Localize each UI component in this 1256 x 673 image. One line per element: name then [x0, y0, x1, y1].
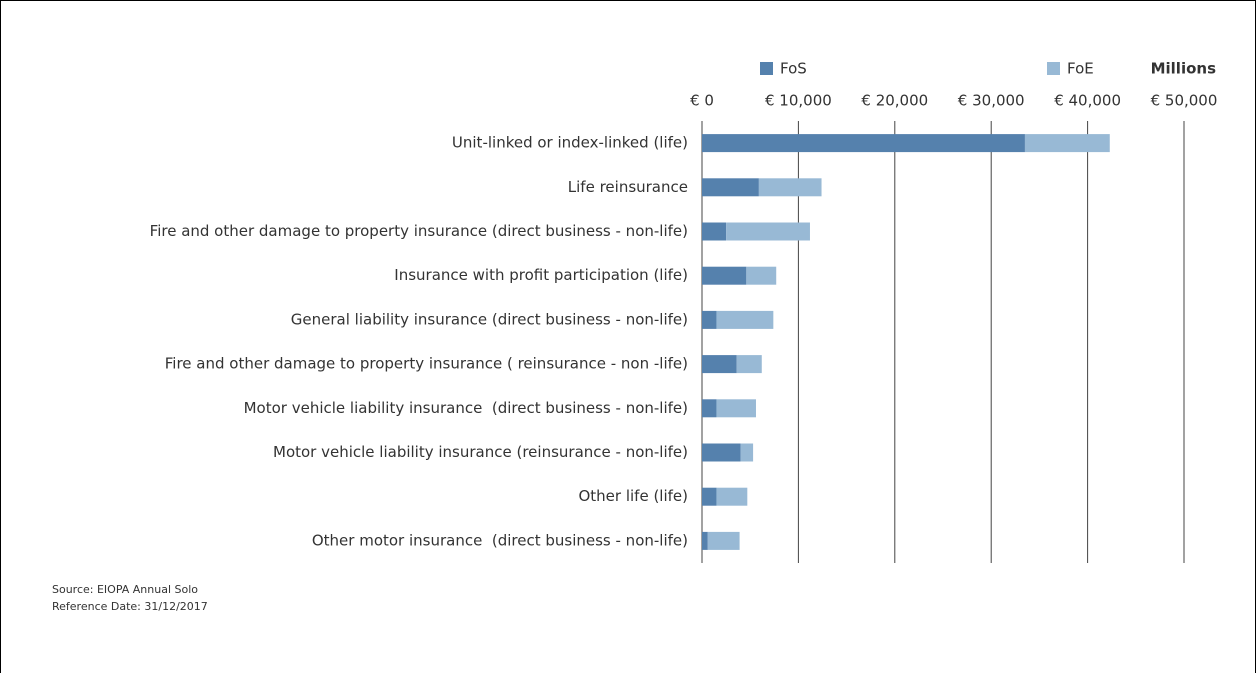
- y-tick-label: Insurance with profit participation (lif…: [394, 266, 688, 284]
- bar: [740, 443, 754, 462]
- bar: [1024, 134, 1110, 153]
- y-tick-label: Other life (life): [578, 487, 688, 505]
- bar: [702, 134, 1025, 153]
- legend-label: FoE: [1067, 60, 1094, 78]
- bar: [702, 222, 727, 241]
- x-tick-label: € 30,000: [958, 92, 1025, 110]
- bar: [746, 266, 777, 285]
- bar: [707, 531, 740, 550]
- x-tick-label: € 50,000: [1151, 92, 1218, 110]
- bar: [702, 355, 737, 374]
- y-tick-label: Motor vehicle liability insurance (reins…: [273, 443, 688, 461]
- y-tick-label: Life reinsurance: [568, 178, 688, 196]
- bar: [716, 487, 748, 506]
- bar: [702, 178, 759, 197]
- x-tick-label: € 0: [690, 92, 714, 110]
- x-tick-label: € 10,000: [765, 92, 832, 110]
- bar: [702, 310, 717, 329]
- legend-swatch: [760, 62, 773, 75]
- bar: [702, 399, 717, 418]
- y-tick-label: Fire and other damage to property insura…: [165, 355, 688, 373]
- y-tick-label: Other motor insurance (direct business -…: [312, 531, 688, 549]
- bar: [702, 266, 747, 285]
- bar: [716, 399, 756, 418]
- note: Source: EIOPA Annual Solo: [52, 583, 198, 596]
- y-tick-label: Motor vehicle liability insurance (direc…: [244, 399, 688, 417]
- bar: [726, 222, 810, 241]
- y-tick-label: General liability insurance (direct busi…: [291, 310, 688, 328]
- bar: [702, 531, 708, 550]
- x-axis-label: Millions: [1151, 60, 1216, 78]
- legend-label: FoS: [780, 60, 807, 78]
- legend-swatch: [1047, 62, 1060, 75]
- y-tick-label: Fire and other damage to property insura…: [150, 222, 688, 240]
- y-tick-label: Unit-linked or index-linked (life): [452, 134, 688, 152]
- bar: [758, 178, 822, 197]
- x-tick-label: € 40,000: [1054, 92, 1121, 110]
- bar: [702, 443, 741, 462]
- x-tick-label: € 20,000: [861, 92, 928, 110]
- note: Reference Date: 31/12/2017: [52, 600, 208, 613]
- bar: [716, 310, 774, 329]
- bar: [702, 487, 717, 506]
- bar: [736, 355, 762, 374]
